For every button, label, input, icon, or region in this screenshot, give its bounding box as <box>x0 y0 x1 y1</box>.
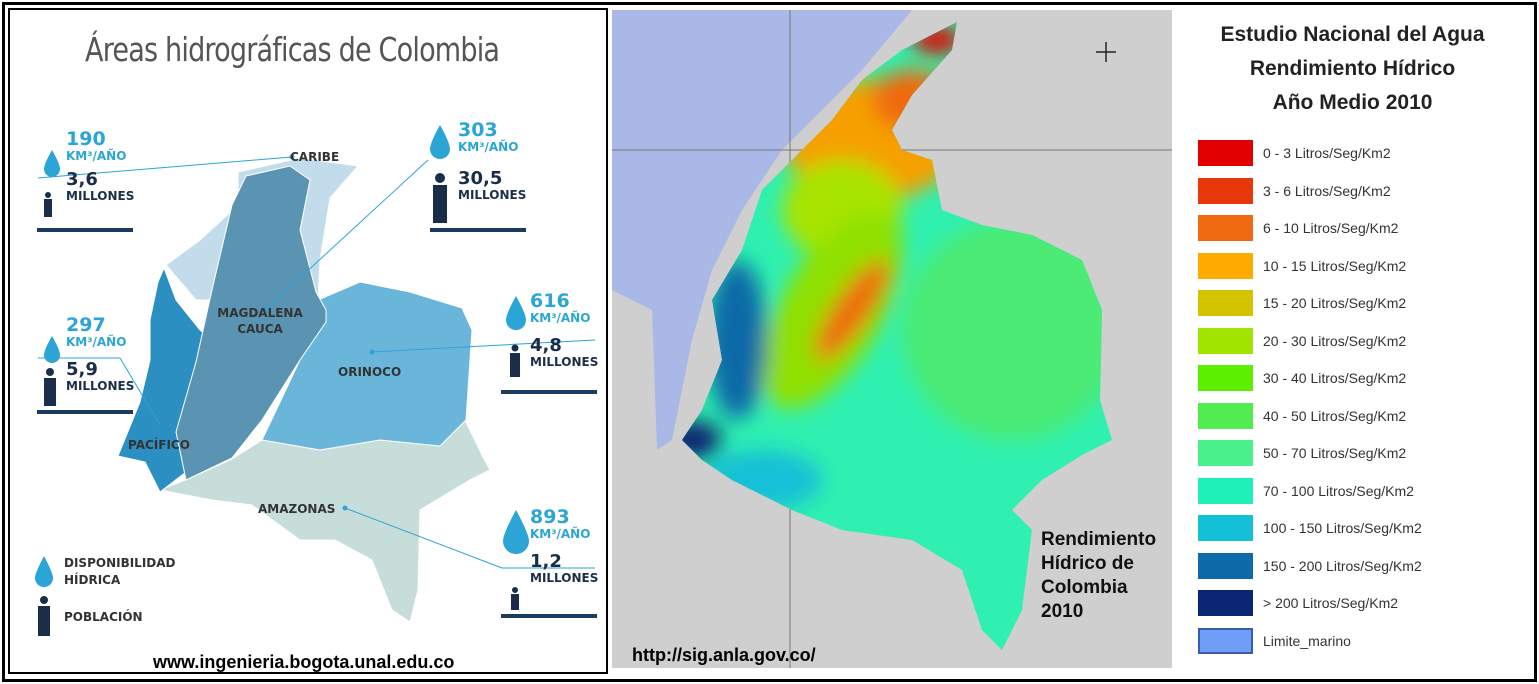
legend-swatch <box>1198 627 1253 654</box>
region-magdalena-cauca <box>175 165 327 481</box>
region-label-magdalena-cauca: MAGDALENA CAUCA <box>217 306 303 336</box>
legend-label: > 200 Litros/Seg/Km2 <box>1263 595 1399 611</box>
legend-item: 6 - 10 Litros/Seg/Km2 <box>1198 215 1398 241</box>
legend-swatch <box>1198 140 1253 166</box>
legend-label: 6 - 10 Litros/Seg/Km2 <box>1263 220 1399 236</box>
legend-label: 70 - 100 Litros/Seg/Km2 <box>1263 482 1414 499</box>
population-unit: MILLONES <box>66 189 135 203</box>
divider-bar <box>37 410 133 414</box>
hydrographic-map <box>37 154 596 623</box>
legend-swatch <box>1198 252 1253 279</box>
legend-label: 100 - 150 Litros/Seg/Km2 <box>1263 520 1422 536</box>
left-source-url[interactable]: www.ingenieria.bogota.unal.edu.co <box>153 652 455 672</box>
water-value: 190 <box>66 128 106 150</box>
legend-item: 10 - 15 Litros/Seg/Km2 <box>1198 252 1407 279</box>
region-label-pacifico: PACÍFICO <box>128 438 190 452</box>
legend-label: 15 - 20 Litros/Seg/Km2 <box>1263 295 1407 311</box>
legend-swatch <box>1198 402 1253 429</box>
marine-limit-area <box>612 10 912 450</box>
water-unit: KM³/AÑO <box>530 311 591 325</box>
legend-item: 100 - 150 Litros/Seg/Km2 <box>1198 515 1422 541</box>
legend-title: Estudio Nacional del Agua Rendimiento Híd… <box>1220 23 1485 114</box>
left-title: Áreas hidrográficas de Colombia <box>85 30 500 69</box>
legend-label: 20 - 30 Litros/Seg/Km2 <box>1263 332 1407 349</box>
population-value: 4,8 <box>530 335 562 356</box>
legend-item: 0 - 3 Litros/Seg/Km2 <box>1198 140 1391 166</box>
population-value: 5,9 <box>66 359 98 380</box>
right-source-url[interactable]: http://sig.anla.gov.co/ <box>632 645 816 665</box>
legend-label: 3 - 6 Litros/Seg/Km2 <box>1263 182 1391 199</box>
legend-swatch <box>1198 590 1253 616</box>
water-unit: KM³/AÑO <box>458 140 519 154</box>
legend-item: 3 - 6 Litros/Seg/Km2 <box>1198 177 1391 204</box>
map-caption: Rendimiento Hídrico de Colombia 2010 <box>1041 529 1157 622</box>
legend-water-label: DISPONIBILIDAD HÍDRICA <box>64 556 176 587</box>
legend-item: 30 - 40 Litros/Seg/Km2 <box>1198 365 1406 391</box>
legend-swatch <box>1198 477 1253 504</box>
legend-item: 40 - 50 Litros/Seg/Km2 <box>1198 402 1407 429</box>
population-unit: MILLONES <box>66 379 135 393</box>
legend-population-label: POBLACIÓN <box>64 610 143 624</box>
legend-item: 50 - 70 Litros/Seg/Km2 <box>1198 440 1406 466</box>
legend-label: 150 - 200 Litros/Seg/Km2 <box>1263 557 1422 574</box>
legend-label: 0 - 3 Litros/Seg/Km2 <box>1263 145 1391 161</box>
population-value: 30,5 <box>458 168 503 189</box>
legend-swatch <box>1198 215 1253 241</box>
population-value: 1,2 <box>530 551 562 572</box>
water-yield-map <box>612 10 1172 668</box>
legend-label: Limite_marino <box>1263 632 1351 649</box>
legend-label: 30 - 40 Litros/Seg/Km2 <box>1263 370 1407 386</box>
population-unit: MILLONES <box>530 571 599 585</box>
stat-orinoco: 616 KM³/AÑO 4,8 MILLONES <box>508 290 599 370</box>
legend-item: 150 - 200 Litros/Seg/Km2 <box>1198 552 1422 579</box>
legend-swatch <box>1198 327 1253 354</box>
legend-swatch <box>1198 440 1253 466</box>
region-label-orinoco: ORINOCO <box>338 365 402 379</box>
legend-label: 10 - 15 Litros/Seg/Km2 <box>1263 257 1407 274</box>
divider-bar <box>501 614 597 618</box>
stat-pacifico: 297 KM³/AÑO 5,9 MILLONES <box>44 314 135 394</box>
population-value: 3,6 <box>66 169 98 190</box>
water-unit: KM³/AÑO <box>66 335 127 349</box>
stat-caribe: 190 KM³/AÑO 3,6 MILLONES <box>44 128 135 204</box>
legend-item: 70 - 100 Litros/Seg/Km2 <box>1198 477 1414 504</box>
legend-item: 20 - 30 Litros/Seg/Km2 <box>1198 327 1407 354</box>
legend-swatch <box>1198 177 1253 204</box>
population-unit: MILLONES <box>458 188 527 202</box>
legend-swatch <box>1198 365 1253 391</box>
water-value: 303 <box>458 119 498 141</box>
legend-item: 15 - 20 Litros/Seg/Km2 <box>1198 290 1406 316</box>
stat-magdalena-cauca: 303 KM³/AÑO 30,5 MILLONES <box>432 119 527 203</box>
stat-amazonas: 893 KM³/AÑO 1,2 MILLONES <box>508 506 599 586</box>
water-value: 616 <box>530 290 570 312</box>
water-value: 297 <box>66 314 106 336</box>
divider-bar <box>37 228 133 232</box>
divider-bar <box>430 228 526 232</box>
legend-item: > 200 Litros/Seg/Km2 <box>1198 590 1398 616</box>
north-arrow-icon <box>1096 42 1116 62</box>
divider-bar <box>501 390 597 394</box>
water-value: 893 <box>530 506 570 528</box>
water-unit: KM³/AÑO <box>530 527 591 541</box>
legend-label: 50 - 70 Litros/Seg/Km2 <box>1263 445 1407 461</box>
water-unit: KM³/AÑO <box>66 149 127 163</box>
population-unit: MILLONES <box>530 355 599 369</box>
left-frame <box>8 8 608 674</box>
legend-swatch <box>1198 290 1253 316</box>
legend-label: 40 - 50 Litros/Seg/Km2 <box>1263 407 1407 424</box>
legend-swatch <box>1198 515 1253 541</box>
legend-swatch <box>1198 552 1253 579</box>
region-label-amazonas: AMAZONAS <box>258 502 336 516</box>
legend-item: Limite_marino <box>1198 627 1351 654</box>
region-label-caribe: CARIBE <box>290 150 340 164</box>
